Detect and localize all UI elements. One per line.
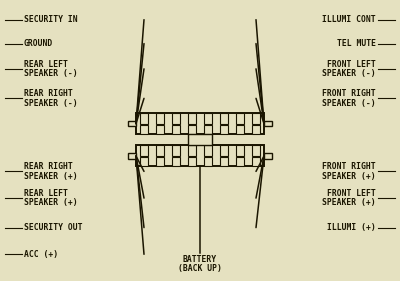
Text: REAR LEFT
SPEAKER (+): REAR LEFT SPEAKER (+) (24, 189, 78, 207)
Bar (236, 113, 244, 124)
Bar (188, 146, 196, 156)
Bar (136, 113, 264, 134)
Bar (204, 146, 212, 156)
Bar (156, 157, 164, 166)
Bar (204, 113, 212, 124)
Bar (220, 125, 228, 134)
Text: BATTERY
(BACK UP): BATTERY (BACK UP) (178, 255, 222, 273)
Text: FRONT LEFT
SPEAKER (+): FRONT LEFT SPEAKER (+) (322, 189, 376, 207)
Text: SECURITY IN: SECURITY IN (24, 15, 78, 24)
Text: TEL MUTE: TEL MUTE (337, 39, 376, 48)
Bar (252, 157, 260, 166)
Bar (140, 146, 148, 156)
Bar (236, 146, 244, 156)
Bar (188, 113, 196, 124)
Bar (128, 121, 136, 126)
Bar (204, 157, 212, 166)
Bar (140, 125, 148, 134)
Text: GROUND: GROUND (24, 39, 53, 48)
Bar (172, 113, 180, 124)
Bar (220, 113, 228, 124)
Text: REAR RIGHT
SPEAKER (+): REAR RIGHT SPEAKER (+) (24, 162, 78, 181)
Bar (156, 146, 164, 156)
Bar (156, 113, 164, 124)
Text: ILLUMI CONT: ILLUMI CONT (322, 15, 376, 24)
Text: REAR LEFT
SPEAKER (-): REAR LEFT SPEAKER (-) (24, 60, 78, 78)
Bar (188, 134, 212, 146)
Bar (264, 153, 272, 159)
Bar (264, 121, 272, 126)
Text: ILLUMI (+): ILLUMI (+) (327, 223, 376, 232)
Bar (136, 146, 264, 166)
Bar (252, 125, 260, 134)
Bar (172, 157, 180, 166)
Bar (220, 146, 228, 156)
Bar (172, 146, 180, 156)
Bar (236, 125, 244, 134)
Bar (236, 157, 244, 166)
Bar (172, 125, 180, 134)
Bar (252, 146, 260, 156)
Bar (220, 157, 228, 166)
Bar (140, 113, 148, 124)
Text: FRONT RIGHT
SPEAKER (+): FRONT RIGHT SPEAKER (+) (322, 162, 376, 181)
Text: REAR RIGHT
SPEAKER (-): REAR RIGHT SPEAKER (-) (24, 89, 78, 108)
Text: SECURITY OUT: SECURITY OUT (24, 223, 82, 232)
Text: FRONT LEFT
SPEAKER (-): FRONT LEFT SPEAKER (-) (322, 60, 376, 78)
Bar (156, 125, 164, 134)
Text: FRONT RIGHT
SPEAKER (-): FRONT RIGHT SPEAKER (-) (322, 89, 376, 108)
Bar (140, 157, 148, 166)
Bar (188, 125, 196, 134)
Bar (204, 125, 212, 134)
Bar (188, 157, 196, 166)
Bar (128, 153, 136, 159)
Text: ACC (+): ACC (+) (24, 250, 58, 259)
Bar (252, 113, 260, 124)
